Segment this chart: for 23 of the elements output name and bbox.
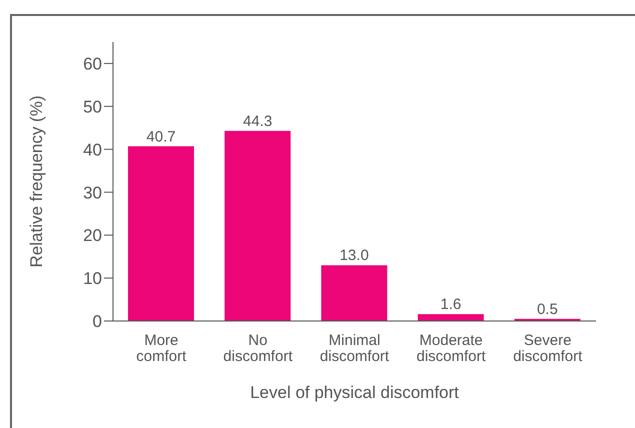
x-axis-title: Level of physical discomfort (250, 383, 460, 402)
y-tick-label: 30 (83, 183, 102, 202)
x-tick-label: No discomfort (223, 332, 294, 365)
y-tick-label: 50 (83, 97, 102, 116)
y-tick-label: 10 (83, 269, 102, 288)
y-tick-label: 40 (83, 140, 102, 160)
data-label: 13.0 (340, 247, 369, 264)
bar (128, 146, 194, 321)
bar (321, 265, 388, 321)
bar (224, 130, 291, 321)
y-axis-title: Relative frequency (%) (27, 96, 46, 268)
bar (418, 314, 484, 321)
x-tick-label: Moderate discomfort (416, 332, 487, 365)
data-label: 40.7 (146, 128, 176, 146)
data-label: 1.6 (440, 296, 462, 314)
x-tick-label: Minimal discomfort (320, 332, 390, 365)
y-tick-label: 0 (92, 312, 102, 332)
y-tick-label: 60 (83, 54, 102, 74)
y-tick-label: 20 (83, 226, 102, 246)
x-tick-label: More comfort (136, 332, 188, 365)
x-tick-label: Severe discomfort (513, 332, 584, 365)
data-label: 44.3 (243, 112, 272, 130)
data-label: 0.5 (536, 300, 558, 318)
